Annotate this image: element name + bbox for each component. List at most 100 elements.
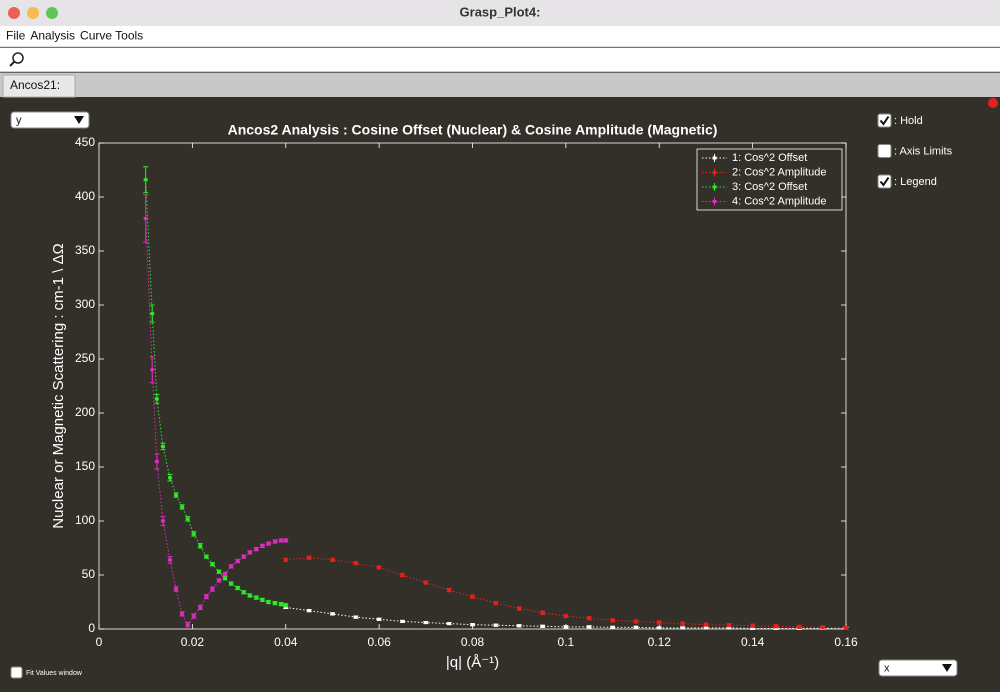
options: : Hold: Axis Limits: Legend Fit Values wi… xyxy=(10,113,953,679)
checkbox-label: : Hold xyxy=(894,115,923,127)
y-tick-label: 400 xyxy=(75,189,95,203)
data-point xyxy=(279,538,284,542)
data-point xyxy=(216,570,221,574)
legend-label: 2: Cos^2 Amplitude xyxy=(732,166,826,178)
data-point xyxy=(820,625,825,629)
data-point xyxy=(493,623,498,627)
data-point xyxy=(160,519,165,523)
x-tick-label: 0.1 xyxy=(558,635,575,649)
checkbox[interactable] xyxy=(10,666,23,679)
zoom-tool[interactable] xyxy=(9,52,24,67)
data-point xyxy=(844,626,848,630)
data-point xyxy=(167,558,172,562)
magnifier-handle xyxy=(9,60,16,67)
data-point xyxy=(727,626,732,630)
menu-item[interactable]: Analysis xyxy=(30,29,75,43)
data-point xyxy=(180,505,185,509)
menu-bar xyxy=(0,26,1000,47)
legend-label: 1: Cos^2 Offset xyxy=(732,152,807,164)
data-point xyxy=(447,622,452,626)
legend-label: 4: Cos^2 Amplitude xyxy=(732,195,826,207)
data-point xyxy=(470,595,475,599)
data-point xyxy=(210,587,215,591)
data-point xyxy=(191,532,196,536)
data-point xyxy=(273,601,278,605)
legend-box xyxy=(696,148,843,211)
chart-title: Ancos2 Analysis : Cosine Offset (Nuclear… xyxy=(228,122,718,138)
data-point xyxy=(180,612,185,616)
data-point xyxy=(247,594,252,598)
y-tick-label: 150 xyxy=(75,459,95,473)
data-point xyxy=(563,625,568,629)
data-point xyxy=(143,178,148,182)
data-point xyxy=(154,460,159,464)
y-tick-label: 450 xyxy=(75,135,95,149)
close-button[interactable] xyxy=(8,7,20,19)
data-point xyxy=(307,556,312,560)
checkbox[interactable] xyxy=(877,174,892,189)
tab[interactable] xyxy=(2,74,76,98)
data-point xyxy=(167,476,172,480)
toolbar xyxy=(0,48,1000,72)
legend-swatch xyxy=(712,171,717,174)
data-point xyxy=(273,540,278,544)
menu-item[interactable]: Curve Tools xyxy=(80,29,143,43)
x-tick-label: 0.08 xyxy=(461,635,485,649)
data-point xyxy=(587,616,592,620)
data-point xyxy=(353,615,358,619)
title-bar xyxy=(0,0,1000,26)
data-point xyxy=(174,587,179,591)
dropdown-arrow xyxy=(74,116,84,124)
y-tick-label: 100 xyxy=(75,513,95,527)
dropdown-arrow xyxy=(942,664,952,672)
checkbox[interactable] xyxy=(877,113,892,128)
data-point xyxy=(563,614,568,618)
data-point xyxy=(587,625,592,629)
data-point xyxy=(150,312,155,316)
y-tick-label: 50 xyxy=(82,567,96,581)
y-selector-value: y xyxy=(16,114,22,126)
data-point xyxy=(279,602,284,606)
data-point xyxy=(185,623,190,627)
data-point xyxy=(223,576,228,580)
data-point xyxy=(283,605,288,609)
data-point xyxy=(241,590,246,594)
data-point xyxy=(247,550,252,554)
data-point xyxy=(260,598,265,602)
data-point xyxy=(283,558,288,562)
data-point xyxy=(750,624,755,628)
check-mark xyxy=(879,115,890,126)
data-point xyxy=(680,626,685,630)
data-point xyxy=(143,217,148,221)
x-tick-label: 0.02 xyxy=(181,635,205,649)
menu-item[interactable]: File xyxy=(6,29,26,43)
data-point xyxy=(633,625,638,629)
data-point xyxy=(633,619,638,623)
data-point xyxy=(377,565,382,569)
x-tick-label: 0.06 xyxy=(367,635,391,649)
minimize-button[interactable] xyxy=(27,7,39,19)
data-point xyxy=(229,564,234,568)
checkbox-label: Fit Values window xyxy=(26,670,83,677)
x-selector-value: x xyxy=(884,662,890,674)
x-tick-label: 0.04 xyxy=(274,635,298,649)
data-point xyxy=(797,625,802,629)
x-axis-label: |q| (Å⁻¹) xyxy=(446,654,499,671)
tab-label: Ancos21: xyxy=(10,78,60,92)
zoom-button[interactable] xyxy=(46,7,58,19)
data-point xyxy=(191,614,196,618)
data-point xyxy=(210,562,215,566)
check-mark xyxy=(879,176,890,187)
x-selector[interactable] xyxy=(878,659,958,677)
data-point xyxy=(223,572,228,576)
legend-swatch xyxy=(712,200,717,203)
data-point xyxy=(750,626,755,630)
y-tick-label: 200 xyxy=(75,405,95,419)
data-point xyxy=(235,586,240,590)
data-point xyxy=(493,601,498,605)
y-selector[interactable] xyxy=(10,111,90,129)
data-point xyxy=(266,600,271,604)
y-tick-label: 0 xyxy=(88,621,95,635)
checkbox[interactable] xyxy=(877,144,892,158)
